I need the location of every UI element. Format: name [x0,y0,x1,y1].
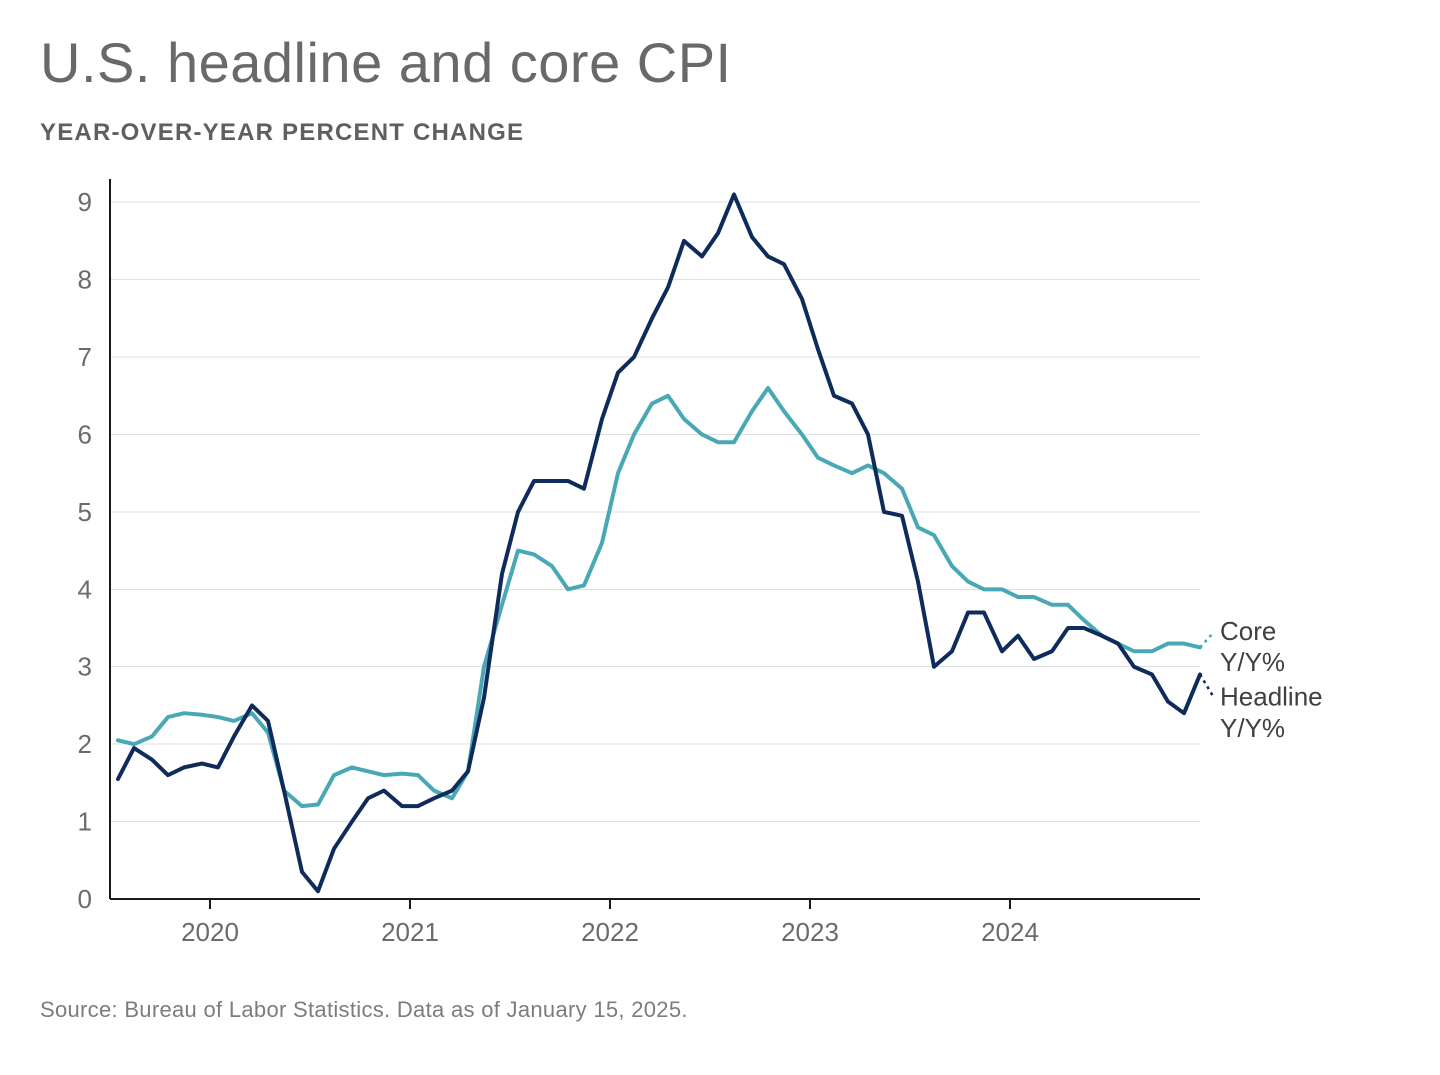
chart-subtitle: YEAR-OVER-YEAR PERCENT CHANGE [40,119,1400,147]
chart-source-note: Source: Bureau of Labor Statistics. Data… [40,997,1400,1023]
line-chart-svg: 0 1 2 3 4 5 6 7 8 9 2020 2021 2022 2023 2024 CoreY/Y%He… [40,159,1400,979]
y-tick-label: 1 [78,807,92,837]
gridlines [110,202,1200,821]
x-tick-label: 2021 [381,917,439,947]
y-tick-label: 3 [78,652,92,682]
y-tick-label: 6 [78,419,92,449]
series-line-headline [118,194,1200,891]
series-line-core [118,388,1200,806]
chart-plot-area: 0 1 2 3 4 5 6 7 8 9 2020 2021 2022 2023 2024 CoreY/Y%He… [40,159,1400,979]
series-label-core: CoreY/Y% [1220,616,1285,677]
x-tick-label: 2022 [581,917,639,947]
chart-title: U.S. headline and core CPI [40,30,1400,95]
series-label-headline: HeadlineY/Y% [1220,682,1323,743]
series-leader-core [1200,632,1214,648]
y-tick-label: 0 [78,884,92,914]
series-leader-headline [1200,675,1214,698]
y-tick-label: 9 [78,187,92,217]
y-tick-label: 7 [78,342,92,372]
x-tick-label: 2024 [981,917,1039,947]
y-tick-label: 2 [78,729,92,759]
chart-container: U.S. headline and core CPI YEAR-OVER-YEA… [0,0,1440,1075]
y-tick-label: 4 [78,574,92,604]
y-tick-label: 5 [78,497,92,527]
x-tick-label: 2023 [781,917,839,947]
x-tick-label: 2020 [181,917,239,947]
y-tick-label: 8 [78,265,92,295]
